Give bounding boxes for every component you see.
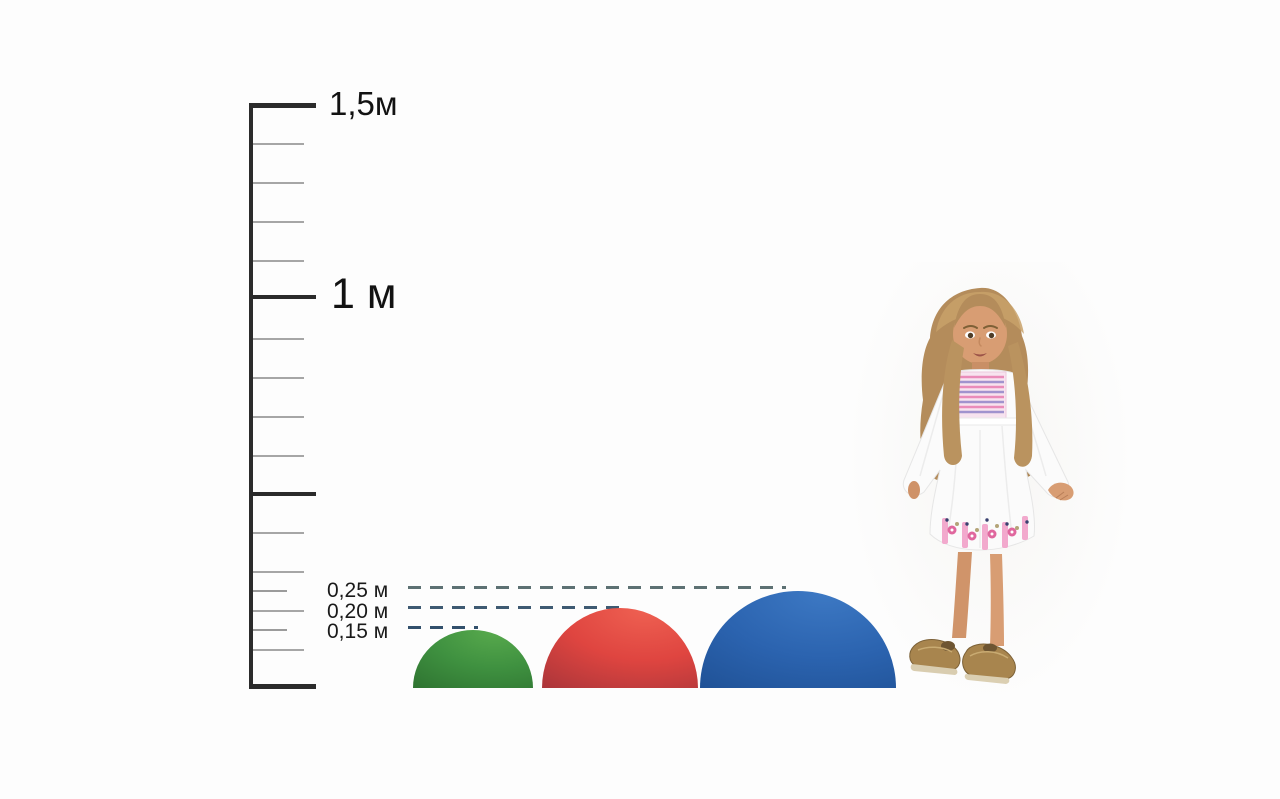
red-dome bbox=[542, 608, 698, 688]
ruler-tick bbox=[253, 416, 304, 418]
ruler-tick-0-25m bbox=[253, 590, 287, 592]
ruler-vertical-line bbox=[249, 103, 253, 689]
ruler-tick bbox=[253, 143, 304, 145]
dash-leader-0-25m bbox=[408, 586, 786, 589]
ruler-tick bbox=[253, 571, 304, 573]
size-label-0-20m: 0,20 м bbox=[327, 600, 389, 623]
dash-leader-0-20m bbox=[408, 606, 620, 609]
size-label-0-25m: 0,25 м bbox=[327, 579, 389, 602]
ruler-tick-0-15m bbox=[253, 629, 287, 631]
smocked-bodice bbox=[953, 371, 1007, 419]
face bbox=[953, 294, 1007, 374]
dash-leader-0-15m bbox=[408, 626, 478, 629]
shoes bbox=[909, 639, 1016, 684]
ruler-tick-0-5m bbox=[249, 492, 316, 496]
ruler-tick bbox=[253, 182, 304, 184]
ruler-tick bbox=[253, 610, 304, 612]
legs bbox=[952, 552, 1004, 646]
child-photo bbox=[902, 287, 1074, 684]
ruler-tick bbox=[253, 338, 304, 340]
ruler-tick-1-5m bbox=[249, 103, 316, 108]
ruler-tick-0m bbox=[249, 684, 316, 689]
ruler-tick bbox=[253, 532, 304, 534]
ruler-tick bbox=[253, 221, 304, 223]
embroidered-hem bbox=[942, 516, 1029, 550]
ruler-tick-1m bbox=[249, 295, 316, 299]
ruler-tick bbox=[253, 260, 304, 262]
size-label-0-15m: 0,15 м bbox=[327, 620, 389, 643]
ruler-tick bbox=[253, 377, 304, 379]
green-dome bbox=[413, 630, 533, 688]
ruler-label-1point5m: 1,5м bbox=[329, 85, 398, 122]
ruler-tick bbox=[253, 649, 304, 651]
dress bbox=[902, 340, 1074, 551]
ruler-label-1m: 1 м bbox=[331, 270, 397, 318]
ruler-tick bbox=[253, 455, 304, 457]
